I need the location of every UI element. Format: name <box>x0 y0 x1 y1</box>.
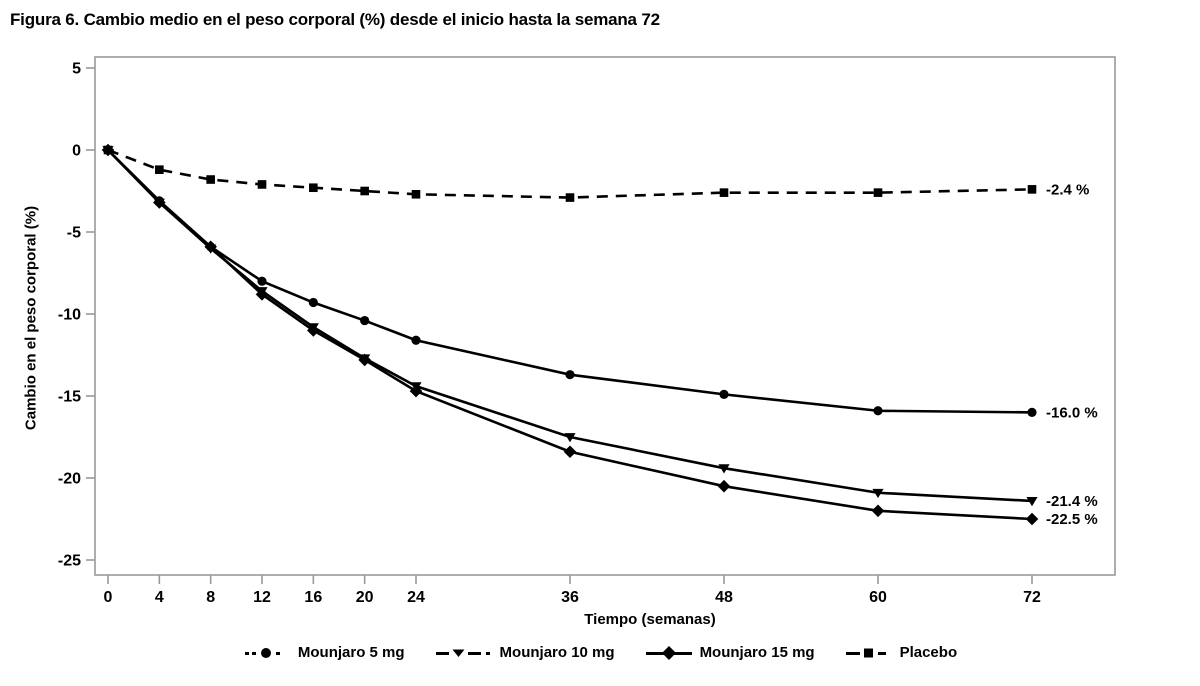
legend-label: Mounjaro 15 mg <box>699 644 815 661</box>
series-line <box>107 148 1033 199</box>
x-tick-label: 8 <box>206 589 215 606</box>
y-axis-ticks: 5 0 -5 -10 -15 -20 -25 <box>58 61 95 570</box>
square-marker <box>309 183 318 193</box>
series-end-label: -21.4 % <box>1046 493 1098 510</box>
legend-label: Mounjaro 10 mg <box>499 644 615 661</box>
x-tick-label: 36 <box>561 589 579 606</box>
triangle-marker <box>564 433 576 443</box>
diamond-marker <box>871 504 885 518</box>
x-tick-label: 16 <box>304 589 322 606</box>
diamond-marker-icon <box>645 645 692 660</box>
circle-marker <box>1027 407 1037 417</box>
circle-marker <box>308 297 318 308</box>
x-tick-label: 12 <box>253 589 271 606</box>
square-marker <box>155 165 164 174</box>
legend-label: Mounjaro 5 mg <box>297 644 405 661</box>
x-tick-label: 0 <box>104 589 113 606</box>
series-end-label: -16.0 % <box>1046 404 1098 421</box>
circle-marker <box>360 315 370 326</box>
triangle-marker <box>1026 497 1038 507</box>
diamond-marker <box>255 288 269 301</box>
diamond-marker <box>1025 512 1039 526</box>
x-tick-label: 4 <box>155 589 164 606</box>
square-marker <box>873 188 883 197</box>
triangle-marker-icon <box>435 649 490 657</box>
x-tick-label: 48 <box>715 589 733 606</box>
series-mounjaro-10-mg: -21.4 % <box>102 146 1098 510</box>
y-tick-label: -10 <box>58 307 81 324</box>
circle-marker <box>719 389 729 399</box>
circle-marker <box>565 370 575 380</box>
series-end-label: -22.5 % <box>1046 511 1098 528</box>
square-marker <box>103 145 113 155</box>
diamond-marker <box>307 324 320 337</box>
diamond-marker <box>358 353 371 367</box>
square-marker <box>1027 185 1037 194</box>
triangle-marker <box>718 464 730 474</box>
y-tick-label: -25 <box>58 553 81 570</box>
x-tick-label: 24 <box>407 589 425 606</box>
x-tick-label: 60 <box>869 589 887 606</box>
square-marker-icon <box>845 648 886 657</box>
x-tick-label: 20 <box>356 589 374 606</box>
diamond-marker <box>717 479 731 493</box>
series-mounjaro-15-mg: -22.5 % <box>101 143 1098 528</box>
x-axis-label: Tiempo (semanas) <box>584 611 716 628</box>
circle-marker <box>411 335 421 345</box>
diamond-marker <box>563 445 577 459</box>
y-tick-label: 0 <box>72 143 81 160</box>
plot-frame <box>94 56 1116 576</box>
legend-item-placebo: Placebo <box>845 644 958 661</box>
square-marker <box>411 189 421 199</box>
x-tick-label: 72 <box>1023 589 1041 606</box>
triangle-marker <box>872 488 884 499</box>
figure-title: Figura 6. Cambio medio en el peso corpor… <box>10 10 660 29</box>
diamond-marker <box>204 240 217 254</box>
legend-label: Placebo <box>899 644 958 661</box>
y-tick-label: -20 <box>58 471 81 488</box>
legend-item-mounjaro-15mg: Mounjaro 15 mg <box>645 644 815 661</box>
series-placebo: -2.4 % <box>103 145 1089 202</box>
y-tick-label: -15 <box>58 389 81 406</box>
circle-marker <box>873 406 883 416</box>
diamond-marker <box>409 384 423 398</box>
chart-legend: Mounjaro 5 mg Mounjaro 10 mg Mounjaro 15… <box>0 644 1200 661</box>
series-end-label: -2.4 % <box>1046 181 1089 198</box>
series-line <box>107 149 1033 521</box>
legend-item-mounjaro-5mg: Mounjaro 5 mg <box>243 644 405 661</box>
y-tick-label: 5 <box>72 61 81 78</box>
legend-item-mounjaro-10mg: Mounjaro 10 mg <box>435 644 615 661</box>
y-tick-label: -5 <box>67 225 81 242</box>
square-marker <box>257 180 267 189</box>
circle-marker-icon <box>244 647 280 658</box>
square-marker <box>206 175 215 184</box>
square-marker <box>565 193 575 202</box>
circle-marker <box>257 276 267 286</box>
diamond-marker <box>153 196 166 209</box>
square-marker <box>360 186 369 196</box>
x-axis-ticks: 0 4 8 12 16 20 24 36 48 60 72 <box>104 575 1041 606</box>
square-marker <box>719 188 729 197</box>
